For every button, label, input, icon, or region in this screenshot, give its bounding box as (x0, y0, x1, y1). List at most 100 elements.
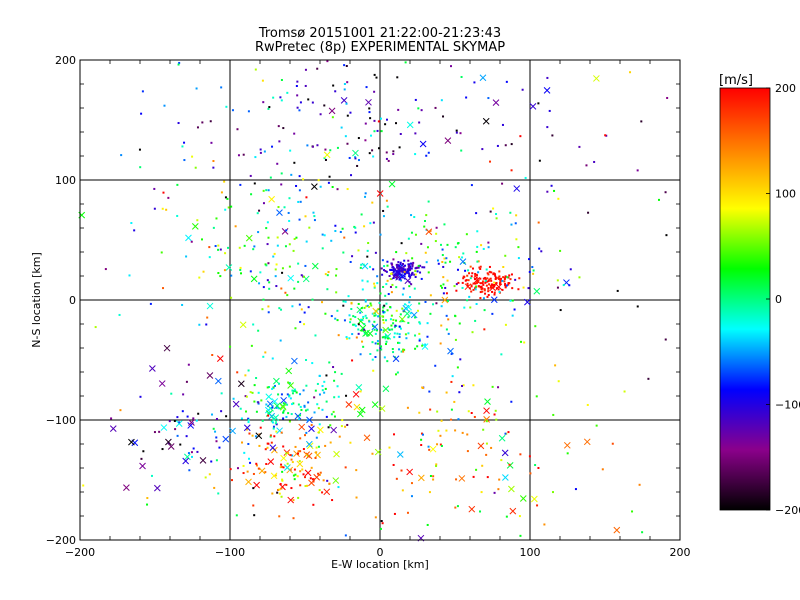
data-point-cross (371, 401, 379, 408)
data-point (285, 483, 288, 486)
data-point (447, 318, 450, 321)
data-point (369, 353, 372, 356)
data-point (435, 465, 438, 468)
data-point (494, 409, 497, 412)
data-point (247, 110, 250, 113)
data-point (364, 299, 367, 302)
data-point (405, 252, 408, 255)
data-point-cross (519, 495, 527, 502)
data-point (389, 306, 392, 309)
data-point (215, 217, 218, 220)
data-point (281, 267, 284, 270)
data-point (185, 380, 188, 383)
data-point (257, 329, 260, 332)
data-point (287, 211, 290, 214)
data-point (336, 309, 339, 312)
data-point (161, 207, 164, 210)
data-point-cross (484, 398, 491, 405)
data-point (386, 309, 389, 312)
data-point (346, 142, 349, 145)
data-point (505, 80, 508, 83)
data-point (481, 290, 484, 293)
data-point (298, 175, 301, 178)
data-point (224, 196, 227, 199)
data-point (434, 106, 437, 109)
data-point (246, 428, 249, 431)
data-point (373, 314, 376, 317)
data-point (484, 280, 487, 283)
data-point (261, 79, 264, 82)
data-point (255, 410, 258, 413)
data-point-cross (269, 444, 277, 452)
data-point-cross (372, 307, 380, 315)
data-point (397, 341, 400, 344)
data-point (168, 420, 171, 423)
data-point (288, 197, 291, 200)
data-point (383, 269, 386, 272)
data-point (332, 84, 335, 87)
data-point (183, 141, 186, 144)
data-point (240, 272, 243, 275)
data-point (267, 305, 270, 308)
data-point (396, 371, 399, 374)
data-point (566, 452, 569, 455)
data-point (511, 287, 514, 290)
data-point (473, 278, 476, 281)
data-point (211, 413, 214, 416)
data-point (400, 350, 403, 353)
data-point (490, 446, 493, 449)
data-point (328, 175, 331, 178)
data-point (595, 424, 598, 427)
data-point (314, 334, 317, 337)
data-point (94, 326, 97, 329)
data-point (305, 431, 308, 434)
data-point (357, 323, 360, 326)
data-point (261, 308, 264, 311)
x-tick-label: −100 (215, 546, 245, 559)
data-point (534, 325, 537, 328)
data-point (324, 273, 327, 276)
data-point-cross (406, 121, 414, 129)
data-point (267, 107, 270, 110)
data-point (361, 319, 364, 322)
data-point (314, 389, 317, 392)
data-point (468, 295, 471, 298)
data-point (288, 382, 291, 385)
data-point (336, 146, 339, 149)
data-point (273, 252, 276, 255)
data-point-cross (458, 475, 466, 482)
data-point (446, 279, 449, 282)
data-point (365, 317, 368, 320)
data-point (317, 407, 320, 410)
data-point-cross (593, 75, 600, 82)
data-point (250, 344, 253, 347)
data-point (464, 279, 467, 282)
data-point (185, 255, 188, 258)
data-point-cross (355, 384, 363, 391)
data-point (402, 350, 405, 353)
data-point (411, 272, 414, 275)
data-point (212, 166, 215, 169)
colorbar-tick-label: −200 (775, 504, 800, 517)
data-point (212, 427, 215, 430)
data-point (391, 263, 394, 266)
data-point (421, 344, 424, 347)
data-point (283, 206, 286, 209)
data-point-cross (468, 505, 476, 513)
data-point (247, 418, 250, 421)
data-point (502, 276, 505, 279)
data-point (454, 314, 457, 317)
data-point (231, 479, 234, 482)
data-point (402, 287, 405, 290)
data-point (304, 476, 307, 479)
data-point (475, 281, 478, 284)
data-point (458, 322, 461, 325)
data-point (318, 473, 321, 476)
data-point (267, 236, 270, 239)
data-point (272, 386, 275, 389)
data-point (401, 293, 404, 296)
data-point (405, 337, 408, 340)
data-point (224, 252, 227, 255)
data-point (289, 149, 292, 152)
data-point (486, 295, 489, 298)
